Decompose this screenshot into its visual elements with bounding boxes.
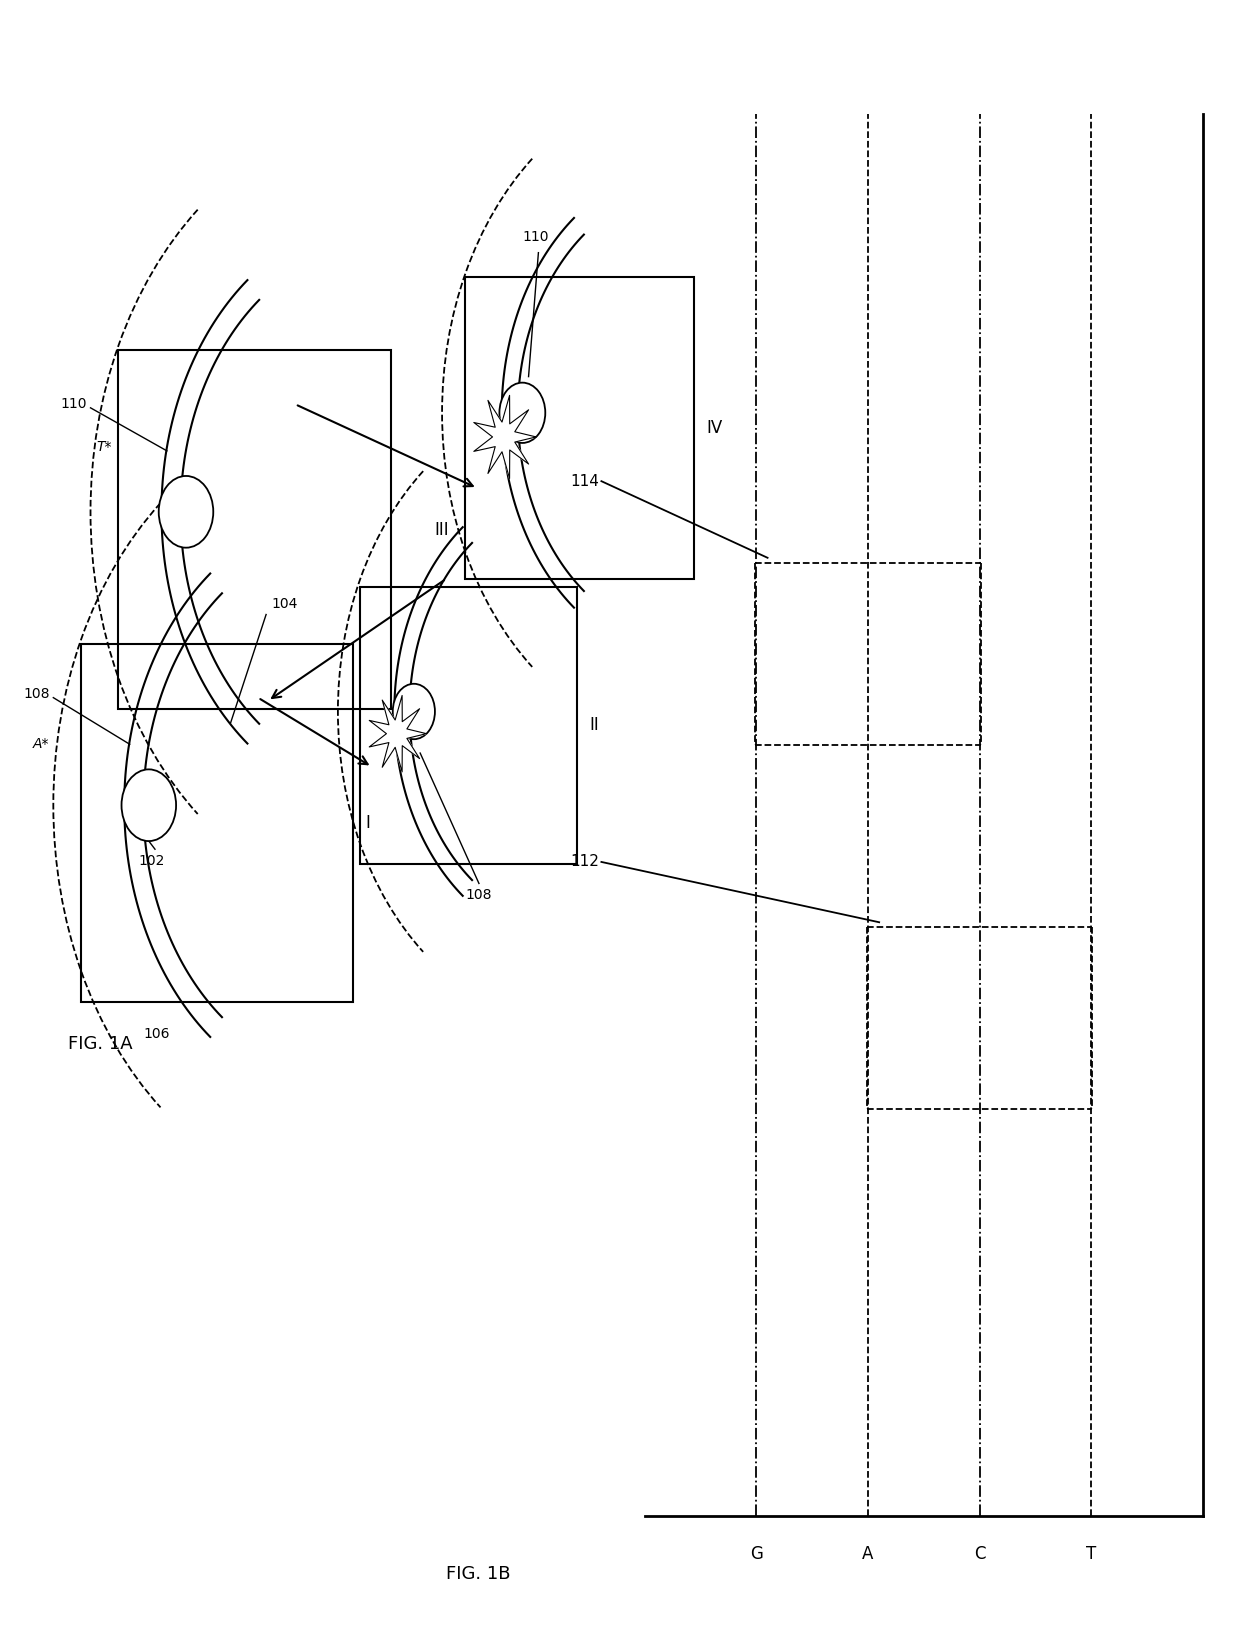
- Text: T: T: [1086, 1545, 1096, 1563]
- Text: 108: 108: [466, 888, 492, 903]
- Text: IV: IV: [707, 419, 723, 437]
- Text: 114: 114: [570, 474, 599, 489]
- Text: I: I: [366, 813, 371, 833]
- Circle shape: [159, 476, 213, 548]
- Text: 110: 110: [522, 230, 549, 244]
- Bar: [118, 350, 391, 709]
- Text: A: A: [862, 1545, 874, 1563]
- Text: 108: 108: [24, 688, 50, 701]
- Circle shape: [122, 769, 176, 841]
- Text: G: G: [750, 1545, 763, 1563]
- Circle shape: [500, 383, 546, 443]
- Text: 102: 102: [138, 854, 165, 869]
- Text: 104: 104: [272, 597, 298, 611]
- Text: C: C: [973, 1545, 986, 1563]
- Polygon shape: [370, 696, 427, 773]
- Text: III: III: [434, 520, 449, 540]
- Bar: [465, 277, 694, 579]
- Circle shape: [393, 683, 435, 740]
- Text: FIG. 1A: FIG. 1A: [68, 1035, 133, 1053]
- Text: 110: 110: [61, 398, 87, 411]
- Text: II: II: [589, 716, 599, 735]
- Bar: [360, 587, 577, 864]
- Text: FIG. 1B: FIG. 1B: [446, 1565, 511, 1583]
- Text: T*: T*: [97, 440, 112, 455]
- Bar: [81, 644, 353, 1002]
- Text: A*: A*: [33, 737, 50, 751]
- Polygon shape: [474, 396, 536, 479]
- Text: 106: 106: [144, 1027, 170, 1042]
- Text: 112: 112: [570, 854, 599, 869]
